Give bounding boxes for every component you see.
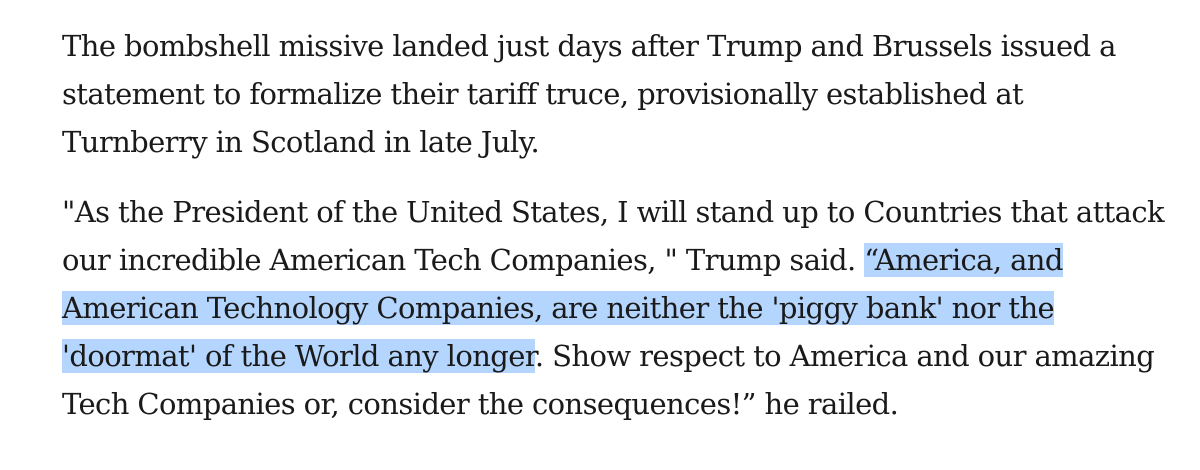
paragraph-2-line-1: "As the President of the United States, …: [62, 195, 1165, 229]
paragraph-2-line-5: Tech Companies or, consider the conseque…: [62, 387, 899, 421]
paragraph-2-line-4-text: . Show respect to America and our amazin…: [534, 339, 1155, 373]
selected-text-end: 'doormat' of the World any longer: [62, 339, 535, 373]
paragraph-1-line-3: Turnberry in Scotland in late July.: [62, 125, 540, 159]
paragraph-1: The bombshell missive landed just days a…: [62, 22, 1162, 166]
paragraph-2: "As the President of the United States, …: [62, 188, 1165, 428]
article-body: The bombshell missive landed just days a…: [62, 22, 1165, 428]
selected-text-start: “America, and: [864, 243, 1063, 277]
paragraph-2-line-2-text: our incredible American Tech Companies, …: [62, 243, 865, 277]
paragraph-1-line-1: The bombshell missive landed just days a…: [62, 29, 1116, 63]
paragraph-1-line-2: statement to formalize their tariff truc…: [62, 77, 1024, 111]
paragraph-2-line-4: 'doormat' of the World any longer. Show …: [62, 332, 1162, 380]
paragraph-2-line-3: American Technology Companies, are neith…: [62, 284, 1162, 332]
selected-text-middle: American Technology Companies, are neith…: [62, 291, 1055, 325]
paragraph-2-line-2: our incredible American Tech Companies, …: [62, 236, 1162, 284]
